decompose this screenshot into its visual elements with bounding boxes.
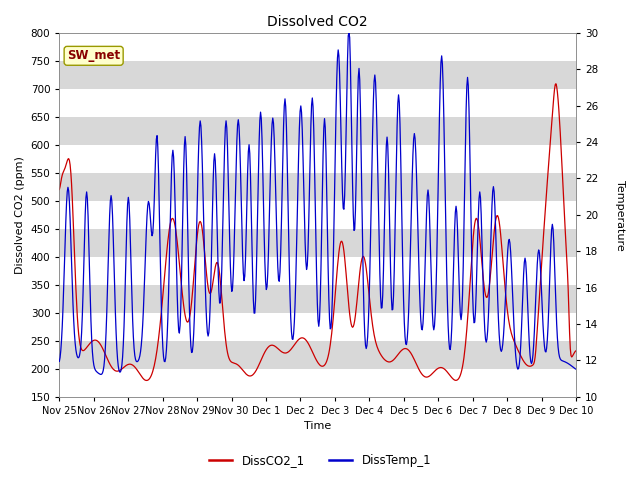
Bar (60, 61, 576, 89)
Bar (60, 257, 576, 285)
Text: SW_met: SW_met (67, 49, 120, 62)
Bar (60, 173, 576, 201)
Bar (60, 229, 576, 257)
Bar (60, 145, 576, 173)
Bar (60, 117, 576, 145)
Bar (60, 201, 576, 229)
Y-axis label: Temperature: Temperature (615, 180, 625, 250)
Legend: DissCO2_1, DissTemp_1: DissCO2_1, DissTemp_1 (204, 449, 436, 472)
Bar (60, 285, 576, 313)
Bar (60, 313, 576, 341)
Y-axis label: Dissolved CO2 (ppm): Dissolved CO2 (ppm) (15, 156, 25, 274)
Title: Dissolved CO2: Dissolved CO2 (268, 15, 368, 29)
X-axis label: Time: Time (304, 421, 332, 432)
Bar (60, 369, 576, 397)
Bar (60, 341, 576, 369)
Bar (60, 89, 576, 117)
Bar (60, 33, 576, 61)
